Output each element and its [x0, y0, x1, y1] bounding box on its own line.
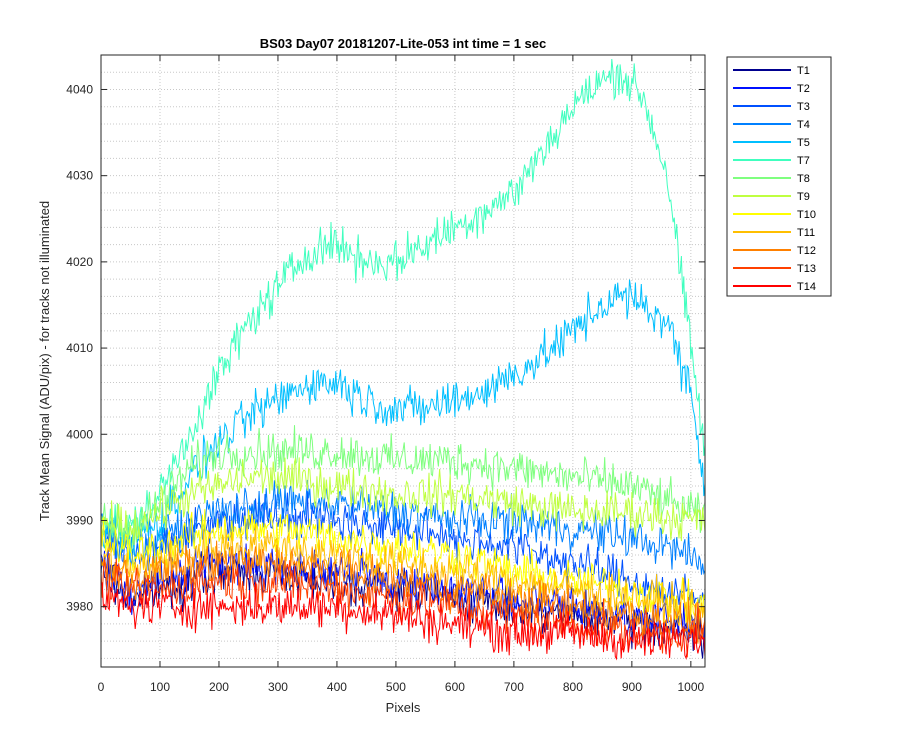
legend-label-T3: T3 — [797, 101, 810, 113]
legend-label-T9: T9 — [797, 191, 810, 203]
legend-label-T13: T13 — [797, 263, 816, 275]
series-line-T14 — [100, 582, 706, 661]
chart-title: BS03 Day07 20181207-Lite-053 int time = … — [260, 36, 547, 51]
x-axis-label: Pixels — [386, 700, 421, 715]
legend-box — [726, 56, 832, 297]
y-tick-label: 4040 — [66, 82, 93, 96]
series-layer — [100, 58, 706, 661]
y-tick-label: 4000 — [66, 427, 93, 441]
legend-label-T10: T10 — [797, 209, 816, 221]
legend-label-T1: T1 — [797, 65, 810, 77]
x-tick-label: 600 — [445, 680, 465, 694]
y-tick-label: 4020 — [66, 255, 93, 269]
legend-label-T5: T5 — [797, 137, 810, 149]
x-tick-label: 300 — [268, 680, 288, 694]
legend-label-T14: T14 — [797, 281, 816, 293]
legend-label-T7: T7 — [797, 155, 810, 167]
plot-frame — [100, 54, 706, 668]
x-tick-label: 0 — [98, 680, 105, 694]
series-line-T8 — [100, 425, 706, 552]
x-ticks: 0 100 200 300 400 500 600 700 800 900 1000 — [98, 55, 705, 694]
series-line-T7 — [100, 58, 706, 538]
x-tick-label: 500 — [386, 680, 406, 694]
x-tick-label: 1000 — [677, 680, 704, 694]
x-tick-label: 800 — [563, 680, 583, 694]
y-tick-label: 3990 — [66, 513, 93, 527]
y-tick-label: 3980 — [66, 600, 93, 614]
series-line-T10 — [100, 509, 706, 625]
x-tick-label: 900 — [622, 680, 642, 694]
y-tick-label: 4030 — [66, 169, 93, 183]
x-tick-label: 100 — [150, 680, 170, 694]
series-line-T9 — [100, 457, 706, 550]
legend-label-T8: T8 — [797, 173, 810, 185]
y-axis-label: Track Mean Signal (ADU/pix) - for tracks… — [37, 201, 52, 521]
legend: T1 T2 T3 T4 T5 T7 T8 T9 T10 T11 T12 T13 T14 — [726, 56, 832, 297]
legend-label-T2: T2 — [797, 83, 810, 95]
legend-label-T4: T4 — [797, 119, 810, 131]
y-ticks: 3980 3990 4000 4010 4020 4030 4040 — [66, 82, 705, 614]
y-tick-label: 4010 — [66, 341, 93, 355]
legend-label-T12: T12 — [797, 245, 816, 257]
x-tick-label: 200 — [209, 680, 229, 694]
legend-label-T11: T11 — [797, 227, 815, 239]
x-tick-label: 700 — [504, 680, 524, 694]
x-tick-label: 400 — [327, 680, 347, 694]
